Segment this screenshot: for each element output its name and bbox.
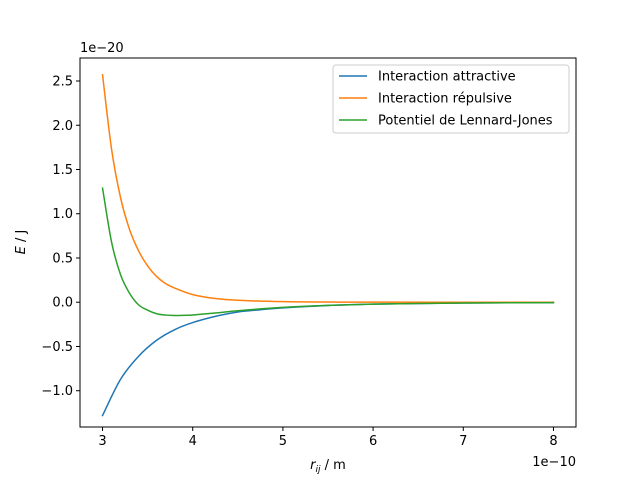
x-axis-label: rij / m (310, 458, 346, 475)
y-offset-label: 1e−20 (80, 41, 124, 56)
x-axis-label-subscript: ij (316, 465, 322, 475)
y-tick-label: 0.0 (52, 296, 73, 311)
y-tick-label: 0.5 (52, 251, 73, 266)
legend-label-attractive: Interaction attractive (378, 70, 516, 85)
legend-label-lennard-jones: Potentiel de Lennard-Jones (378, 114, 553, 129)
y-axis-label-unit: / J (14, 230, 29, 246)
y-tick-label: −0.5 (41, 340, 73, 355)
x-tick-label: 6 (369, 434, 377, 449)
legend-box (332, 64, 570, 134)
x-tick-label: 4 (189, 434, 197, 449)
legend: Interaction attractive Interaction répuls… (332, 64, 570, 134)
x-axis-label-symbol: r (310, 458, 317, 473)
x-tick-label: 7 (459, 434, 467, 449)
y-tick-label: 1.5 (52, 163, 73, 178)
y-axis-label-symbol: E (14, 245, 29, 254)
y-axis-label: E / J (14, 230, 29, 255)
x-axis-label-unit: / m (321, 458, 346, 473)
y-tick-label: 1.0 (52, 207, 73, 222)
x-offset-label: 1e−10 (532, 455, 576, 470)
x-tick-label: 3 (98, 434, 106, 449)
y-axis-ticks: −1.0 −0.5 0.0 0.5 1.0 1.5 2.0 2.5 (41, 75, 80, 399)
x-tick-label: 8 (549, 434, 557, 449)
series-lines (101, 73, 555, 417)
series-line-repulsive (101, 73, 555, 303)
y-tick-label: −1.0 (41, 384, 73, 399)
series-line-lennard-jones (101, 187, 555, 317)
x-tick-label: 5 (279, 434, 287, 449)
x-axis-ticks: 3 4 5 6 7 8 (98, 427, 558, 449)
axes-frame (79, 57, 577, 428)
y-tick-label: 2.0 (52, 119, 73, 134)
y-tick-label: 2.5 (52, 75, 73, 90)
legend-label-repulsive: Interaction répulsive (378, 92, 512, 107)
